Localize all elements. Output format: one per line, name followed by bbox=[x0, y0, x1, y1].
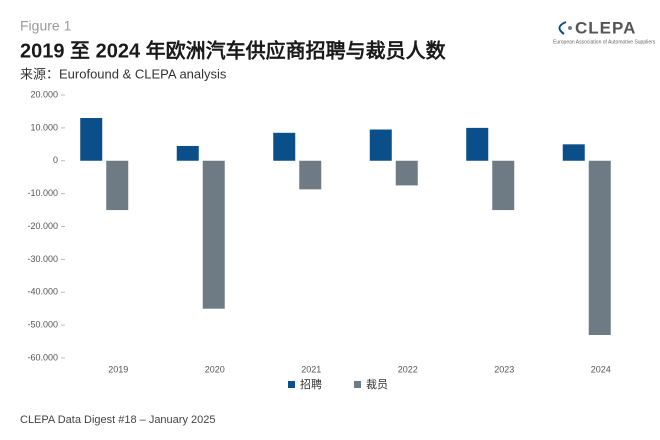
logo: CLEPA European Association of Automotive… bbox=[553, 18, 656, 45]
y-tick-label: -60.000 bbox=[27, 352, 58, 362]
bar bbox=[106, 160, 129, 211]
x-tick-label: 2023 bbox=[494, 364, 514, 374]
y-tick-label: -30.000 bbox=[27, 254, 58, 264]
legend-label: 招聘 bbox=[300, 377, 322, 391]
bar bbox=[562, 144, 585, 161]
bar bbox=[176, 145, 199, 161]
bar bbox=[273, 132, 296, 161]
x-tick-label: 2020 bbox=[205, 364, 225, 374]
y-tick-label: 10.000 bbox=[30, 122, 58, 132]
x-tick-label: 2024 bbox=[591, 364, 611, 374]
y-tick-label: 0 bbox=[53, 155, 58, 165]
y-tick-label: -20.000 bbox=[27, 221, 58, 231]
y-tick-label: -40.000 bbox=[27, 287, 58, 297]
footer: CLEPA Data Digest #18 – January 2025 bbox=[20, 414, 215, 426]
bar bbox=[299, 160, 322, 190]
bar bbox=[369, 129, 392, 161]
legend-label: 裁员 bbox=[366, 378, 388, 391]
logo-name: CLEPA bbox=[575, 18, 636, 37]
chart-subtitle: 来源：Eurofound & CLEPA analysis bbox=[20, 66, 227, 81]
logo-icon bbox=[558, 21, 567, 35]
y-tick-label: -50.000 bbox=[27, 320, 58, 330]
y-tick-label: 20.000 bbox=[30, 89, 58, 99]
bar bbox=[492, 160, 515, 211]
legend-swatch bbox=[354, 381, 361, 388]
y-tick-label: -10.000 bbox=[27, 188, 58, 198]
x-tick-label: 2021 bbox=[301, 364, 321, 374]
bar bbox=[395, 160, 418, 186]
logo-icon bbox=[568, 26, 572, 30]
bar bbox=[588, 160, 611, 335]
x-tick-label: 2022 bbox=[398, 364, 418, 374]
legend-swatch bbox=[288, 381, 295, 388]
logo-tagline: European Association of Automotive Suppl… bbox=[553, 39, 656, 45]
figure-label: Figure 1 bbox=[20, 18, 72, 34]
chart-title: 2019 至 2024 年欧洲汽车供应商招聘与裁员人数 bbox=[20, 38, 447, 62]
bar bbox=[466, 127, 489, 161]
bar bbox=[80, 118, 103, 161]
bar bbox=[202, 160, 225, 309]
x-tick-label: 2019 bbox=[108, 364, 128, 374]
